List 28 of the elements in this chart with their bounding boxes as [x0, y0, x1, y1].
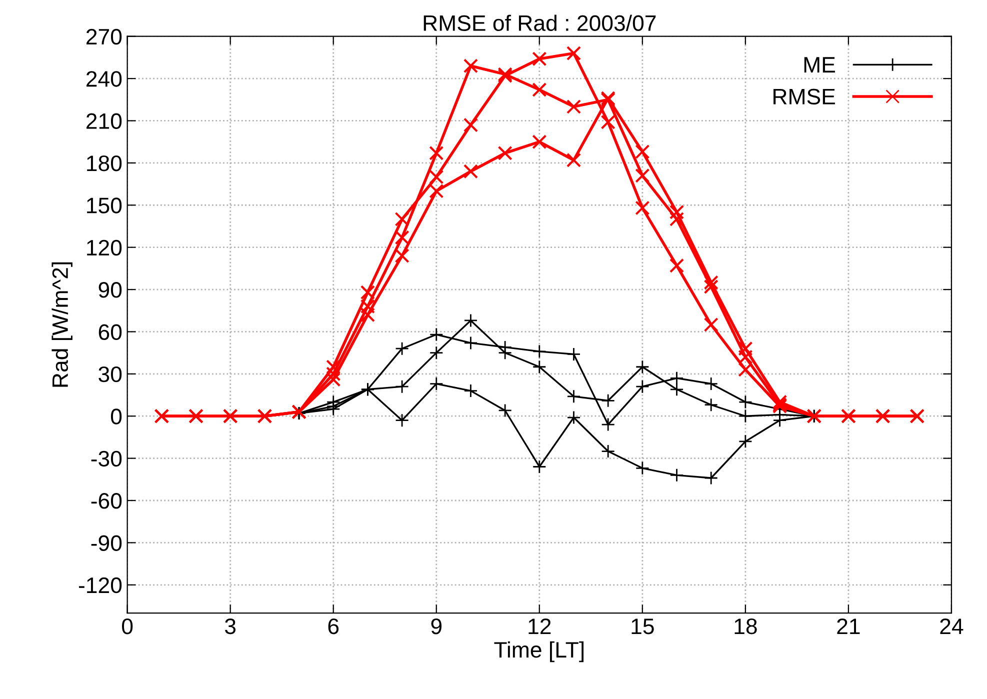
y-tick-label: -60: [91, 493, 122, 509]
y-tick-label: -30: [91, 450, 122, 467]
y-tick-label: 180: [87, 155, 122, 172]
y-tick-label: 270: [86, 28, 122, 45]
x-axis-title: Time [LT]: [494, 641, 584, 662]
y-tick-label: -120: [78, 577, 122, 594]
y-tick-label: 0: [110, 408, 122, 424]
legend-label: RMSE: [774, 88, 835, 104]
y-tick-label: 120: [87, 240, 122, 256]
x-tick-label: 12: [528, 618, 551, 634]
legend-label: ME: [804, 57, 835, 72]
x-tick-label: 0: [122, 618, 133, 634]
y-tick-label: -90: [91, 535, 122, 551]
y-tick-label: 60: [98, 324, 122, 340]
y-tick-label: 90: [98, 282, 122, 298]
x-tick-label: 18: [734, 618, 757, 634]
y-tick-label: 240: [86, 71, 122, 87]
x-tick-label: 24: [940, 618, 964, 634]
y-tick-label: 30: [98, 366, 122, 382]
x-tick-label: 15: [632, 618, 654, 634]
y-tick-label: 150: [87, 198, 122, 214]
x-tick-label: 9: [431, 618, 442, 634]
x-tick-label: 3: [225, 618, 236, 634]
chart-title: RMSE of Rad : 2003/07: [424, 14, 656, 32]
y-axis-title: Rad [W/m^2]: [52, 262, 72, 387]
x-tick-label: 21: [837, 618, 860, 634]
y-tick-label: 210: [86, 113, 122, 130]
x-tick-label: 6: [328, 618, 339, 634]
